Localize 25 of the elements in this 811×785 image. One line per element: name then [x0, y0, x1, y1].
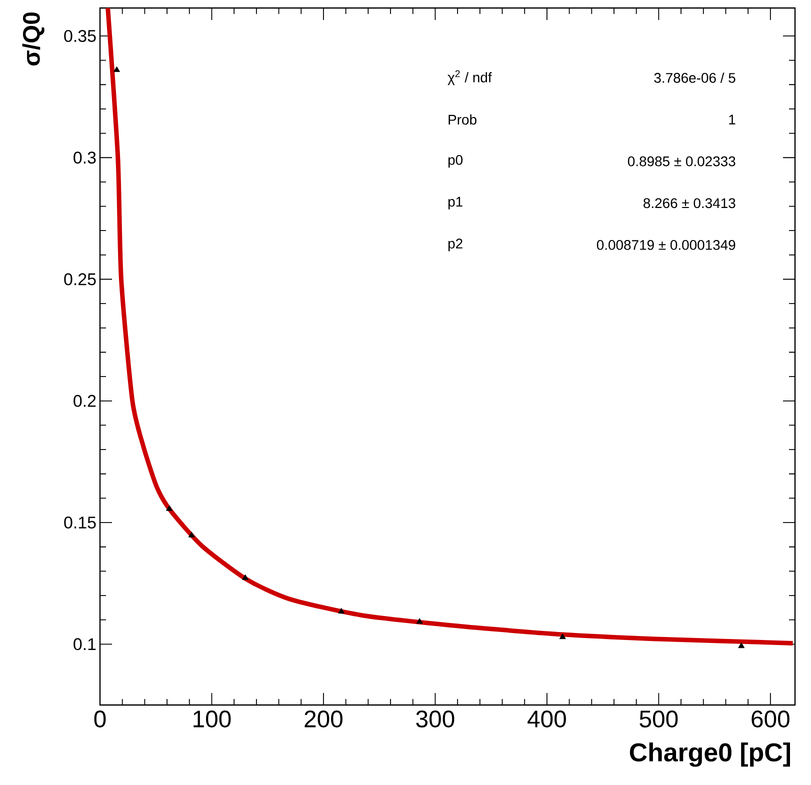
annotation: 3.786e-06 / 5: [654, 72, 736, 83]
y-tick-label: 0.15: [64, 516, 96, 529]
x-tick-label: 500: [640, 710, 678, 728]
x-tick-label: 600: [752, 710, 790, 728]
annotation: 8.266 ± 0.3413: [644, 198, 736, 208]
x-tick-label: 300: [416, 710, 454, 728]
x-tick-label: 0: [94, 710, 106, 728]
x-tick-label: 400: [528, 710, 566, 728]
y-tick-label: 0.25: [64, 273, 96, 286]
y-tick-label: 0.3: [74, 152, 96, 164]
annotation: p0: [448, 155, 463, 168]
x-tick-label: 100: [194, 710, 231, 728]
annotation: Prob: [448, 114, 476, 125]
annotation: 1: [729, 114, 736, 124]
x-tick-label: 200: [304, 710, 342, 728]
y-tick-label: 0.2: [74, 394, 96, 407]
y-axis-title: σ/Q0: [22, 12, 44, 66]
annotation: χ$^{2}$ / ndf: [448, 70, 492, 86]
y-tick-label: 0.1: [74, 638, 96, 650]
annotation: p1: [448, 196, 462, 210]
annotation: 0.8985 ± 0.02333: [628, 156, 736, 166]
annotation: p2: [448, 238, 462, 252]
y-tick-label: 0.35: [64, 30, 96, 42]
annotation: 0.008719 ± 0.0001349: [596, 240, 736, 250]
x-axis-title: Charge0 [pC]: [630, 742, 790, 767]
